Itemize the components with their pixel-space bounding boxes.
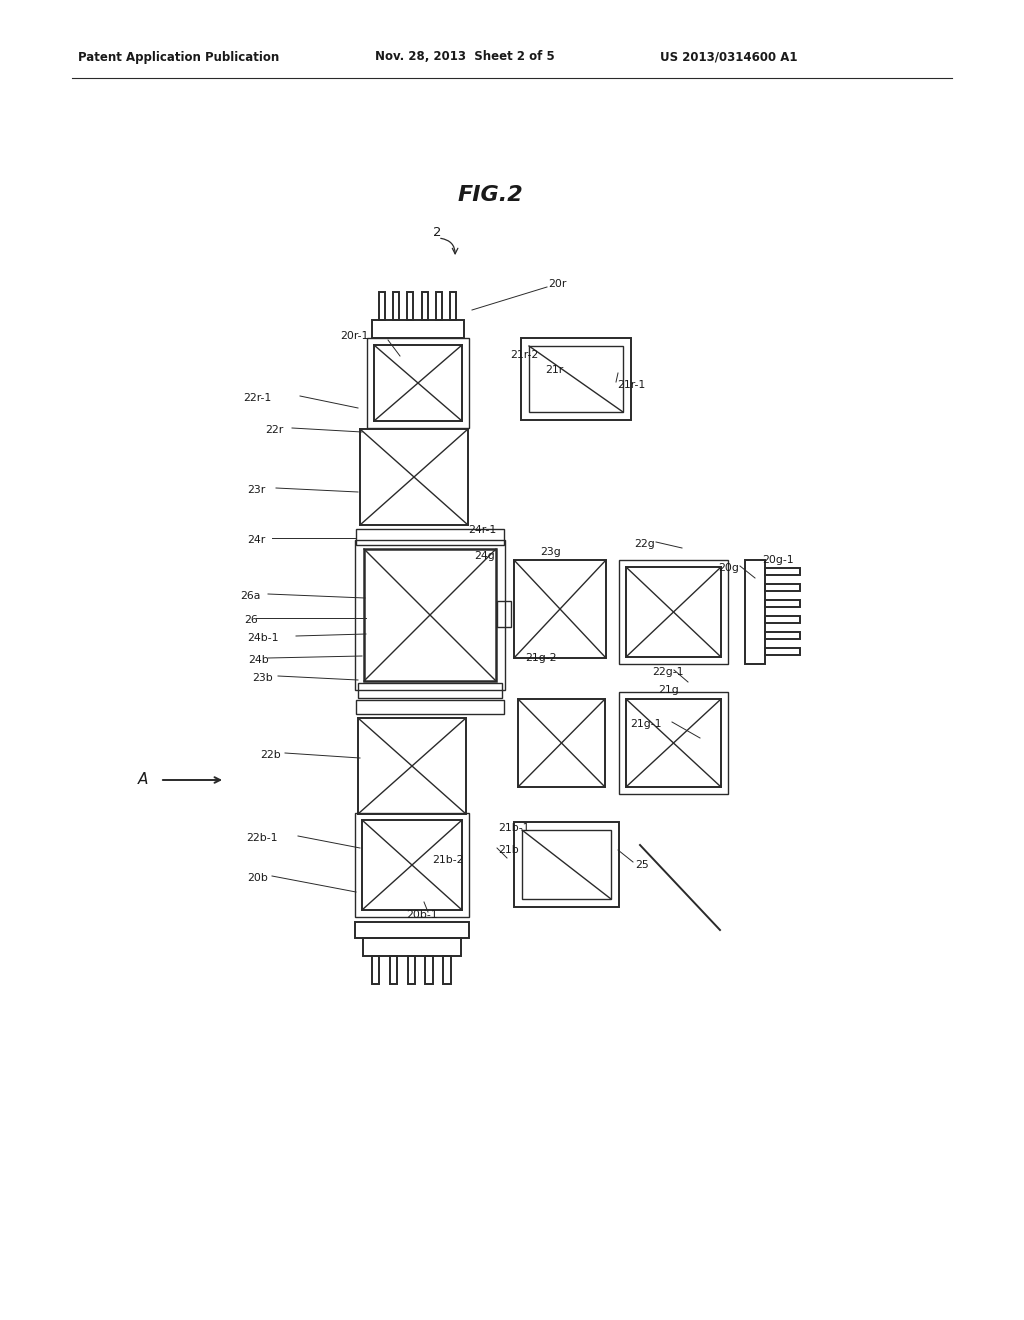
Text: 21r-1: 21r-1 xyxy=(617,380,645,389)
Bar xyxy=(390,956,397,983)
Text: 24r-1: 24r-1 xyxy=(468,525,497,535)
Text: 2: 2 xyxy=(433,227,441,239)
Bar xyxy=(408,292,414,319)
Text: 20r: 20r xyxy=(548,279,566,289)
Text: FIG.2: FIG.2 xyxy=(457,185,523,205)
Text: 21b: 21b xyxy=(498,845,519,855)
Text: US 2013/0314600 A1: US 2013/0314600 A1 xyxy=(660,50,798,63)
Bar xyxy=(518,700,605,787)
Text: 20b: 20b xyxy=(247,873,268,883)
Bar xyxy=(450,292,456,319)
Bar xyxy=(355,813,469,917)
Bar xyxy=(618,692,728,795)
Text: 20r-1: 20r-1 xyxy=(340,331,369,341)
Text: 25: 25 xyxy=(635,861,649,870)
Bar xyxy=(765,583,800,590)
Bar xyxy=(362,820,462,909)
Bar xyxy=(367,338,469,428)
Bar xyxy=(765,648,800,655)
Text: 21g: 21g xyxy=(658,685,679,696)
Text: Nov. 28, 2013  Sheet 2 of 5: Nov. 28, 2013 Sheet 2 of 5 xyxy=(375,50,555,63)
Bar xyxy=(514,822,618,907)
Text: 23g: 23g xyxy=(540,546,561,557)
Text: A: A xyxy=(138,772,148,788)
Text: 21r: 21r xyxy=(545,366,563,375)
Text: 24r: 24r xyxy=(247,535,265,545)
Text: 22g: 22g xyxy=(634,539,654,549)
Text: 22b-1: 22b-1 xyxy=(246,833,278,843)
Bar xyxy=(374,345,462,421)
Bar xyxy=(626,568,721,657)
Bar xyxy=(497,601,511,627)
Bar xyxy=(765,601,800,607)
Text: 26: 26 xyxy=(244,615,258,624)
Bar xyxy=(745,560,765,664)
Bar xyxy=(358,682,502,698)
Bar xyxy=(626,700,721,787)
Bar xyxy=(355,540,505,690)
Text: 21g-2: 21g-2 xyxy=(525,653,556,663)
Bar xyxy=(355,921,469,939)
Text: 20g-1: 20g-1 xyxy=(762,554,794,565)
Bar xyxy=(765,568,800,574)
Bar xyxy=(765,616,800,623)
Text: 26a: 26a xyxy=(240,591,260,601)
Text: 22b: 22b xyxy=(260,750,281,760)
Text: 21b-1: 21b-1 xyxy=(498,822,529,833)
Bar xyxy=(372,956,380,983)
Bar xyxy=(362,939,461,956)
Bar xyxy=(522,830,611,899)
Bar xyxy=(765,632,800,639)
Bar xyxy=(393,292,399,319)
Bar xyxy=(356,700,504,714)
Text: 22g-1: 22g-1 xyxy=(652,667,683,677)
Bar xyxy=(408,956,415,983)
Text: 21g-1: 21g-1 xyxy=(630,719,662,729)
Bar xyxy=(379,292,385,319)
Bar xyxy=(356,529,504,545)
Bar xyxy=(443,956,451,983)
Text: 20b-1: 20b-1 xyxy=(406,909,437,920)
Bar xyxy=(422,292,428,319)
Text: 24b: 24b xyxy=(248,655,268,665)
Bar xyxy=(360,429,468,525)
Text: 22r: 22r xyxy=(265,425,284,436)
Text: 21r-2: 21r-2 xyxy=(510,350,539,360)
Bar xyxy=(435,292,441,319)
Text: 23r: 23r xyxy=(247,484,265,495)
Bar xyxy=(364,549,496,681)
Text: 23b: 23b xyxy=(252,673,272,682)
Bar xyxy=(618,560,728,664)
Text: 24b-1: 24b-1 xyxy=(247,634,279,643)
Text: 22r-1: 22r-1 xyxy=(243,393,271,403)
Text: 21b-2: 21b-2 xyxy=(432,855,464,865)
Bar xyxy=(521,338,631,420)
Text: 24g: 24g xyxy=(474,550,495,561)
Text: 20g: 20g xyxy=(718,564,739,573)
Text: Patent Application Publication: Patent Application Publication xyxy=(78,50,280,63)
Bar xyxy=(425,956,433,983)
Bar xyxy=(372,319,464,338)
Bar xyxy=(514,560,606,657)
Bar xyxy=(358,718,466,814)
Bar xyxy=(529,346,623,412)
